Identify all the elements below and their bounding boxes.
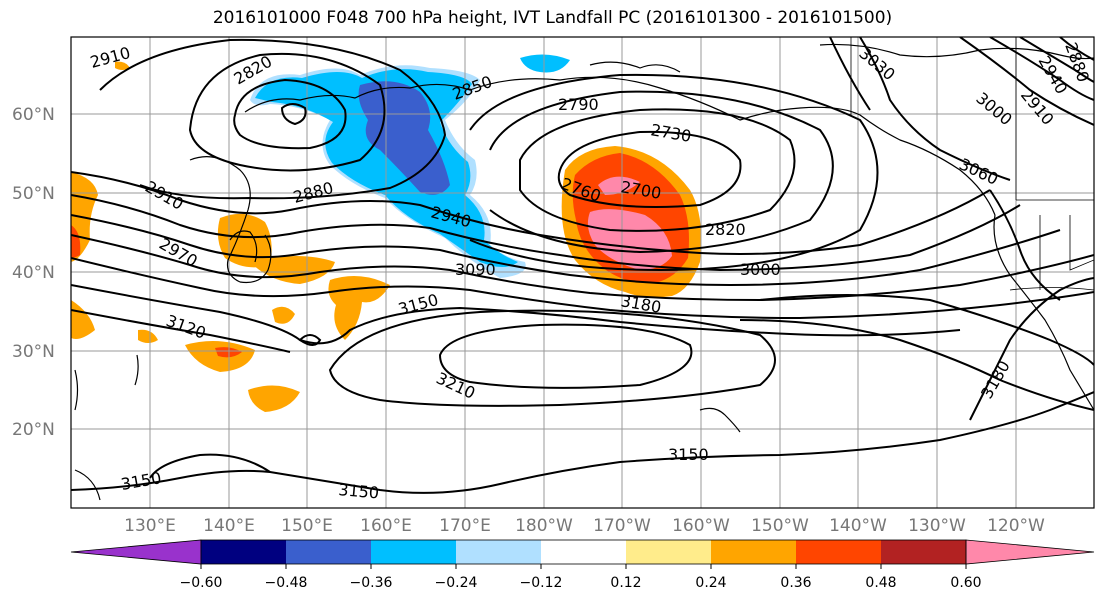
colorbar-tick-label: −0.60 bbox=[180, 575, 223, 591]
lon-label: 140°E bbox=[203, 516, 255, 536]
height-contours bbox=[71, 37, 1094, 494]
colorbar-segment bbox=[796, 540, 881, 564]
colorbar-segment bbox=[881, 540, 966, 564]
chart-title: 2016101000 F048 700 hPa height, IVT Land… bbox=[212, 8, 893, 28]
colorbar-segment bbox=[456, 540, 541, 564]
graticule bbox=[71, 37, 1094, 508]
colorbar-tick-label: −0.48 bbox=[265, 575, 308, 591]
colorbar-segment bbox=[201, 540, 286, 564]
colorbar-tick-label: 0.24 bbox=[695, 575, 726, 591]
political-boundaries bbox=[850, 37, 1094, 291]
colorbar-segment bbox=[371, 540, 456, 564]
colorbar-tick-label: 0.12 bbox=[610, 575, 641, 591]
map-area: 2910 2820 2850 2790 2730 2700 2760 2880 … bbox=[71, 37, 1094, 508]
contour-label: 3090 bbox=[455, 260, 496, 279]
colorbar-segment bbox=[711, 540, 796, 564]
lon-label: 130°W bbox=[908, 516, 966, 536]
colorbar-extend-low bbox=[70, 539, 202, 565]
colorbar-tick-label: 0.60 bbox=[950, 575, 981, 591]
lon-label: 160°E bbox=[360, 516, 412, 536]
lon-label: 180°W bbox=[515, 516, 573, 536]
lon-label: 170°E bbox=[439, 516, 491, 536]
colorbar: −0.60 −0.48 −0.36 −0.24 −0.12 0.12 0.24 … bbox=[70, 539, 1095, 591]
lon-label: 170°W bbox=[593, 516, 651, 536]
lat-label: 40°N bbox=[12, 263, 55, 283]
colorbar-tick-label: −0.24 bbox=[435, 575, 478, 591]
lat-label: 60°N bbox=[12, 105, 55, 125]
map-frame bbox=[70, 36, 1095, 509]
lon-label: 140°W bbox=[829, 516, 887, 536]
lon-label: 120°W bbox=[987, 516, 1045, 536]
latitude-labels: 60°N 50°N 40°N 30°N 20°N bbox=[12, 105, 55, 440]
colorbar-segment bbox=[541, 540, 626, 564]
colorbar-tick-label: 0.48 bbox=[865, 575, 896, 591]
colorbar-tick-label: 0.36 bbox=[780, 575, 811, 591]
lat-label: 50°N bbox=[12, 184, 55, 204]
contour-label: 3150 bbox=[668, 445, 709, 464]
lat-label: 30°N bbox=[12, 342, 55, 362]
contour-label: 2790 bbox=[558, 95, 599, 114]
lon-label: 150°E bbox=[281, 516, 333, 536]
colorbar-extend-high bbox=[965, 539, 1095, 565]
lon-label: 130°E bbox=[124, 516, 176, 536]
contour-label: 3000 bbox=[740, 260, 781, 279]
colorbar-segment bbox=[626, 540, 711, 564]
lon-label: 160°W bbox=[672, 516, 730, 536]
lat-label: 20°N bbox=[12, 420, 55, 440]
colorbar-tick-label: −0.36 bbox=[350, 575, 393, 591]
longitude-labels: 130°E 140°E 150°E 160°E 170°E 180°W 170°… bbox=[124, 516, 1045, 536]
colorbar-tick-label: −0.12 bbox=[520, 575, 563, 591]
contour-label: 3150 bbox=[338, 480, 380, 502]
colorbar-segment bbox=[286, 540, 371, 564]
contour-label: 2820 bbox=[705, 220, 746, 239]
lon-label: 150°W bbox=[751, 516, 809, 536]
